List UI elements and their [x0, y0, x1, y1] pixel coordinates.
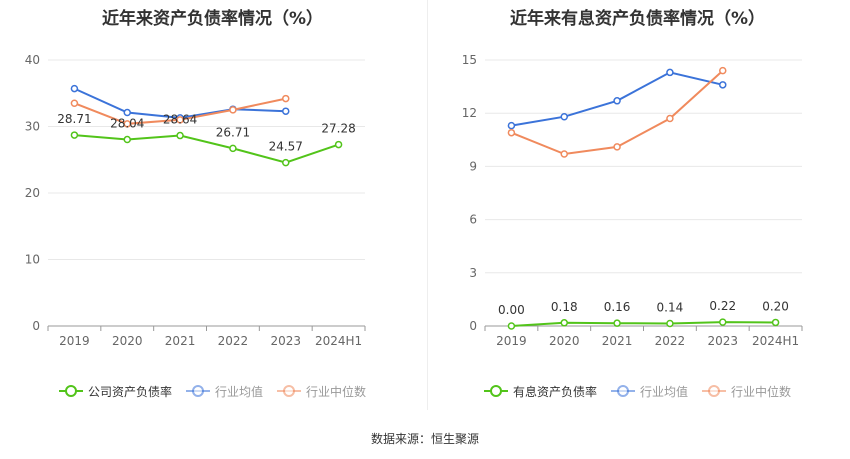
data-point	[507, 128, 516, 137]
chart-panel-interest-bearing-liability: 近年来有息资产负债率情况（%） 0 3 6 9 12 15 2019 2020 2021 2022…	[425, 0, 850, 420]
data-point	[176, 131, 184, 140]
legend-marker-icon	[185, 384, 210, 398]
data-point	[282, 107, 290, 115]
data-label: 26.71	[216, 125, 250, 139]
legend-marker-icon	[702, 384, 726, 398]
data-point	[613, 319, 621, 327]
data-point	[282, 158, 290, 167]
data-point	[507, 322, 516, 330]
data-point	[560, 150, 568, 158]
line-chart-asset-liability: 0 10 20 30 40 2019 2020 2021 2022 2023 2024H1 28.71…	[25, 53, 366, 348]
x-tick-label: 2019	[496, 334, 527, 348]
data-point	[719, 66, 727, 75]
x-tick-label: 2020	[549, 334, 580, 348]
data-label: 0.18	[551, 300, 578, 314]
y-tick-label: 3	[469, 266, 477, 280]
legend-label: 行业均值	[214, 384, 263, 399]
legend-marker-icon	[610, 384, 635, 398]
data-label: 0.22	[709, 299, 736, 313]
data-point	[123, 120, 131, 128]
y-tick-label: 0	[469, 319, 477, 333]
legend-label: 行业中位数	[731, 384, 792, 399]
legend-item[interactable]: 行业均值	[185, 383, 263, 400]
y-tick-label: 9	[469, 159, 477, 173]
data-point	[123, 108, 131, 117]
chart-title: 近年来有息资产负债率情况（%）	[509, 9, 766, 29]
data-point	[719, 81, 727, 89]
x-tick-label: 2021	[165, 334, 196, 348]
data-point	[176, 116, 184, 124]
legend-marker-icon	[58, 384, 83, 398]
series-line	[74, 134, 339, 164]
legend-marker-icon	[483, 384, 508, 398]
legend-item[interactable]: 行业均值	[610, 383, 688, 400]
data-label: 0.20	[762, 299, 789, 313]
legend-marker-icon	[277, 384, 301, 398]
x-tick-label: 2024H1	[315, 334, 362, 348]
data-label: 28.04	[110, 117, 144, 131]
y-tick-label: 20	[25, 186, 40, 200]
data-point	[560, 112, 568, 121]
x-tick-label: 2023	[707, 334, 738, 348]
data-label: 0.16	[604, 300, 631, 314]
x-tick-label: 2022	[655, 334, 686, 348]
y-tick-label: 0	[32, 319, 40, 333]
data-label: 28.71	[57, 112, 91, 126]
chart-legend: 公司资产负债率 行业均值 行业中位数	[0, 381, 425, 401]
chart-legend: 有息资产负债率 行业均值 行业中位数	[425, 381, 850, 401]
data-point	[229, 144, 237, 153]
panel-divider	[427, 0, 428, 410]
data-point	[507, 121, 516, 130]
line-chart-interest-bearing-liability: 0 3 6 9 12 15 2019 2020 2021 2022 2023 2024H1 0.00 0.…	[462, 53, 803, 348]
y-tick-label: 30	[25, 120, 40, 134]
data-point	[123, 135, 131, 144]
data-point	[334, 140, 343, 149]
data-point	[282, 94, 290, 103]
series-line	[511, 321, 776, 327]
legend-item[interactable]: 有息资产负债率	[483, 383, 597, 400]
x-tick-label: 2024H1	[752, 334, 799, 348]
legend-label: 行业中位数	[306, 384, 367, 399]
data-label: 24.57	[269, 140, 303, 154]
data-point	[560, 319, 568, 327]
x-tick-label: 2023	[270, 334, 301, 348]
series-line	[511, 69, 724, 156]
data-point	[70, 99, 79, 107]
data-source-note: 数据来源：恒生聚源	[370, 432, 479, 446]
data-point	[70, 84, 79, 93]
data-point	[229, 106, 237, 114]
data-point	[613, 143, 621, 151]
y-tick-label: 6	[469, 213, 477, 227]
y-tick-label: 10	[25, 253, 40, 267]
data-point	[666, 68, 674, 77]
x-tick-label: 2019	[59, 334, 90, 348]
legend-label: 行业均值	[639, 384, 688, 399]
chart-title: 近年来资产负债率情况（%）	[101, 9, 324, 29]
x-tick-label: 2021	[602, 334, 633, 348]
x-tick-label: 2020	[112, 334, 143, 348]
data-point	[70, 131, 79, 139]
data-point	[666, 319, 674, 328]
chart-panel-asset-liability: 近年来资产负债率情况（%） 0 10 20 30 40 2019 2020 2021 2022 2…	[0, 0, 425, 420]
legend-item[interactable]: 行业中位数	[702, 383, 791, 400]
data-point	[771, 318, 780, 327]
y-tick-label: 15	[462, 53, 477, 67]
y-tick-label: 40	[25, 53, 40, 67]
legend-label: 有息资产负债率	[512, 384, 597, 399]
legend-item[interactable]: 公司资产负债率	[58, 383, 172, 400]
y-tick-label: 12	[462, 106, 477, 120]
data-label: 0.14	[657, 301, 684, 315]
data-label: 28.64	[163, 113, 197, 127]
legend-item[interactable]: 行业中位数	[277, 383, 366, 400]
legend-label: 公司资产负债率	[87, 384, 172, 399]
data-point	[719, 318, 727, 326]
data-point	[666, 114, 674, 123]
data-point	[613, 97, 621, 105]
data-label: 27.28	[321, 122, 355, 136]
data-label: 0.00	[498, 303, 525, 317]
x-tick-label: 2022	[218, 334, 249, 348]
